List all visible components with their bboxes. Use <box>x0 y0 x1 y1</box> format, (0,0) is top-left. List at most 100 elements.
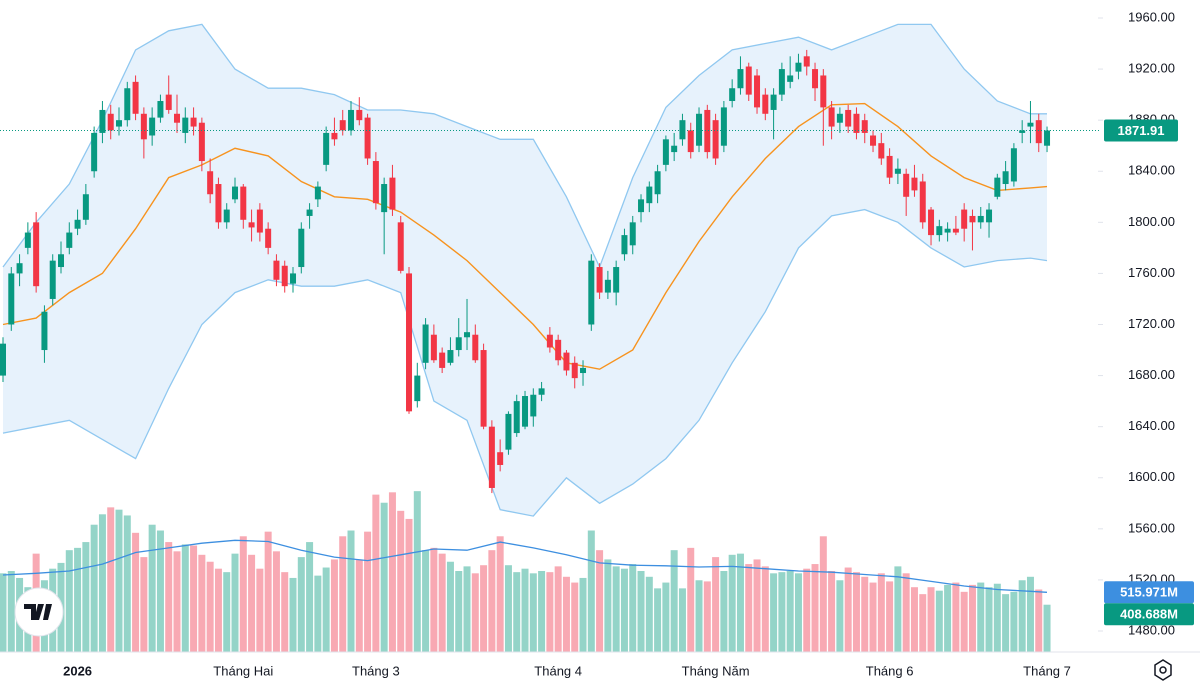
candle-body <box>820 75 827 108</box>
settings-icon[interactable] <box>1154 659 1172 681</box>
candle-body <box>886 155 893 178</box>
candle-body <box>936 226 943 236</box>
candle-body <box>861 120 868 133</box>
volume-bar <box>562 576 570 652</box>
candle-body <box>588 260 595 325</box>
volume-bar <box>852 572 860 652</box>
volume-bar <box>455 571 463 652</box>
volume-bar <box>596 550 604 652</box>
candle-body <box>729 88 736 102</box>
volume-bar <box>513 572 521 652</box>
candle-body <box>364 117 371 159</box>
volume-bar <box>637 571 645 652</box>
tv-logo <box>14 587 64 637</box>
volume-bar <box>314 575 322 652</box>
candle-body <box>604 279 611 293</box>
candle-body <box>522 396 529 427</box>
volume-bar <box>687 547 695 652</box>
volume-bar <box>0 573 7 652</box>
volume-bar <box>355 559 363 652</box>
candle-body <box>157 101 164 118</box>
candle-body <box>571 362 578 379</box>
candle-body <box>480 350 487 427</box>
volume-bar <box>794 573 802 652</box>
candle-body <box>778 69 785 95</box>
volume-bar <box>504 565 512 652</box>
candle-body <box>223 209 230 223</box>
volume-bar <box>223 572 231 652</box>
y-tick-label: 1480.00 <box>1128 622 1175 637</box>
volume-bar <box>828 571 836 652</box>
volume-bar <box>364 531 372 652</box>
volume-bar <box>819 536 827 652</box>
candle-body <box>580 367 587 374</box>
candle-body <box>969 215 976 223</box>
candle-body <box>99 109 106 133</box>
candle-body <box>836 113 843 123</box>
candle-body <box>596 267 603 293</box>
volume-bar <box>132 532 140 652</box>
volume-ma-line <box>2 539 1048 593</box>
y-tick-label: 1600.00 <box>1128 469 1175 484</box>
candle-body <box>430 334 437 361</box>
candle-body <box>314 186 321 200</box>
candle-body <box>58 254 65 268</box>
volume-bar <box>968 584 976 652</box>
volume-bar <box>397 510 405 652</box>
y-tick-label: 1560.00 <box>1128 520 1175 535</box>
candle-body <box>795 62 802 72</box>
volume-bar <box>753 559 761 652</box>
y-tick-label: 1720.00 <box>1128 316 1175 331</box>
candle-body <box>406 273 413 412</box>
volume-bar <box>107 507 115 652</box>
volume-bar <box>173 551 181 652</box>
last-volume-label: 408.688M <box>1120 607 1178 622</box>
candle-body <box>853 113 860 133</box>
candle-body <box>621 235 628 255</box>
candle-body <box>977 215 984 223</box>
candle-body <box>149 117 156 136</box>
volume-bar <box>430 547 438 652</box>
candle-body <box>74 219 81 229</box>
candle-body <box>488 426 495 488</box>
y-tick-label: 1840.00 <box>1128 163 1175 178</box>
volume-bar <box>181 544 189 652</box>
candle-body <box>140 113 147 140</box>
volume-bar <box>620 568 628 652</box>
volume-bar <box>538 571 546 652</box>
band-lower <box>2 208 1048 517</box>
candle-body <box>894 168 901 174</box>
volume-bar <box>198 554 206 652</box>
volume-bar <box>612 566 620 652</box>
volume-bar <box>463 566 471 652</box>
volume-bar <box>960 591 968 652</box>
volume-bar <box>422 550 430 652</box>
volume-bar <box>952 582 960 652</box>
y-tick-label: 1680.00 <box>1128 367 1175 382</box>
volume-bar <box>786 571 794 652</box>
x-tick-label: Tháng 7 <box>1023 663 1071 678</box>
candle-body <box>372 161 379 204</box>
candle-body <box>1035 120 1042 144</box>
candle-body <box>91 132 98 172</box>
candle-body <box>447 350 454 363</box>
volume-bar <box>670 550 678 652</box>
candle-body <box>248 222 255 228</box>
volume-bar <box>339 536 347 652</box>
candle-body <box>662 139 669 165</box>
volume-bar <box>861 576 869 652</box>
volume-bar <box>770 573 778 652</box>
volume-bar <box>413 491 421 652</box>
candle-body <box>919 181 926 223</box>
volume-bar <box>1010 591 1018 652</box>
candle-body <box>49 260 56 299</box>
volume-bar <box>1043 604 1051 652</box>
candle-body <box>737 69 744 89</box>
candle-body <box>339 120 346 131</box>
candle-body <box>754 75 761 108</box>
candle-body <box>66 232 73 248</box>
volume-bar <box>405 518 413 652</box>
volume-bar <box>115 509 123 652</box>
candle-body <box>629 222 636 246</box>
